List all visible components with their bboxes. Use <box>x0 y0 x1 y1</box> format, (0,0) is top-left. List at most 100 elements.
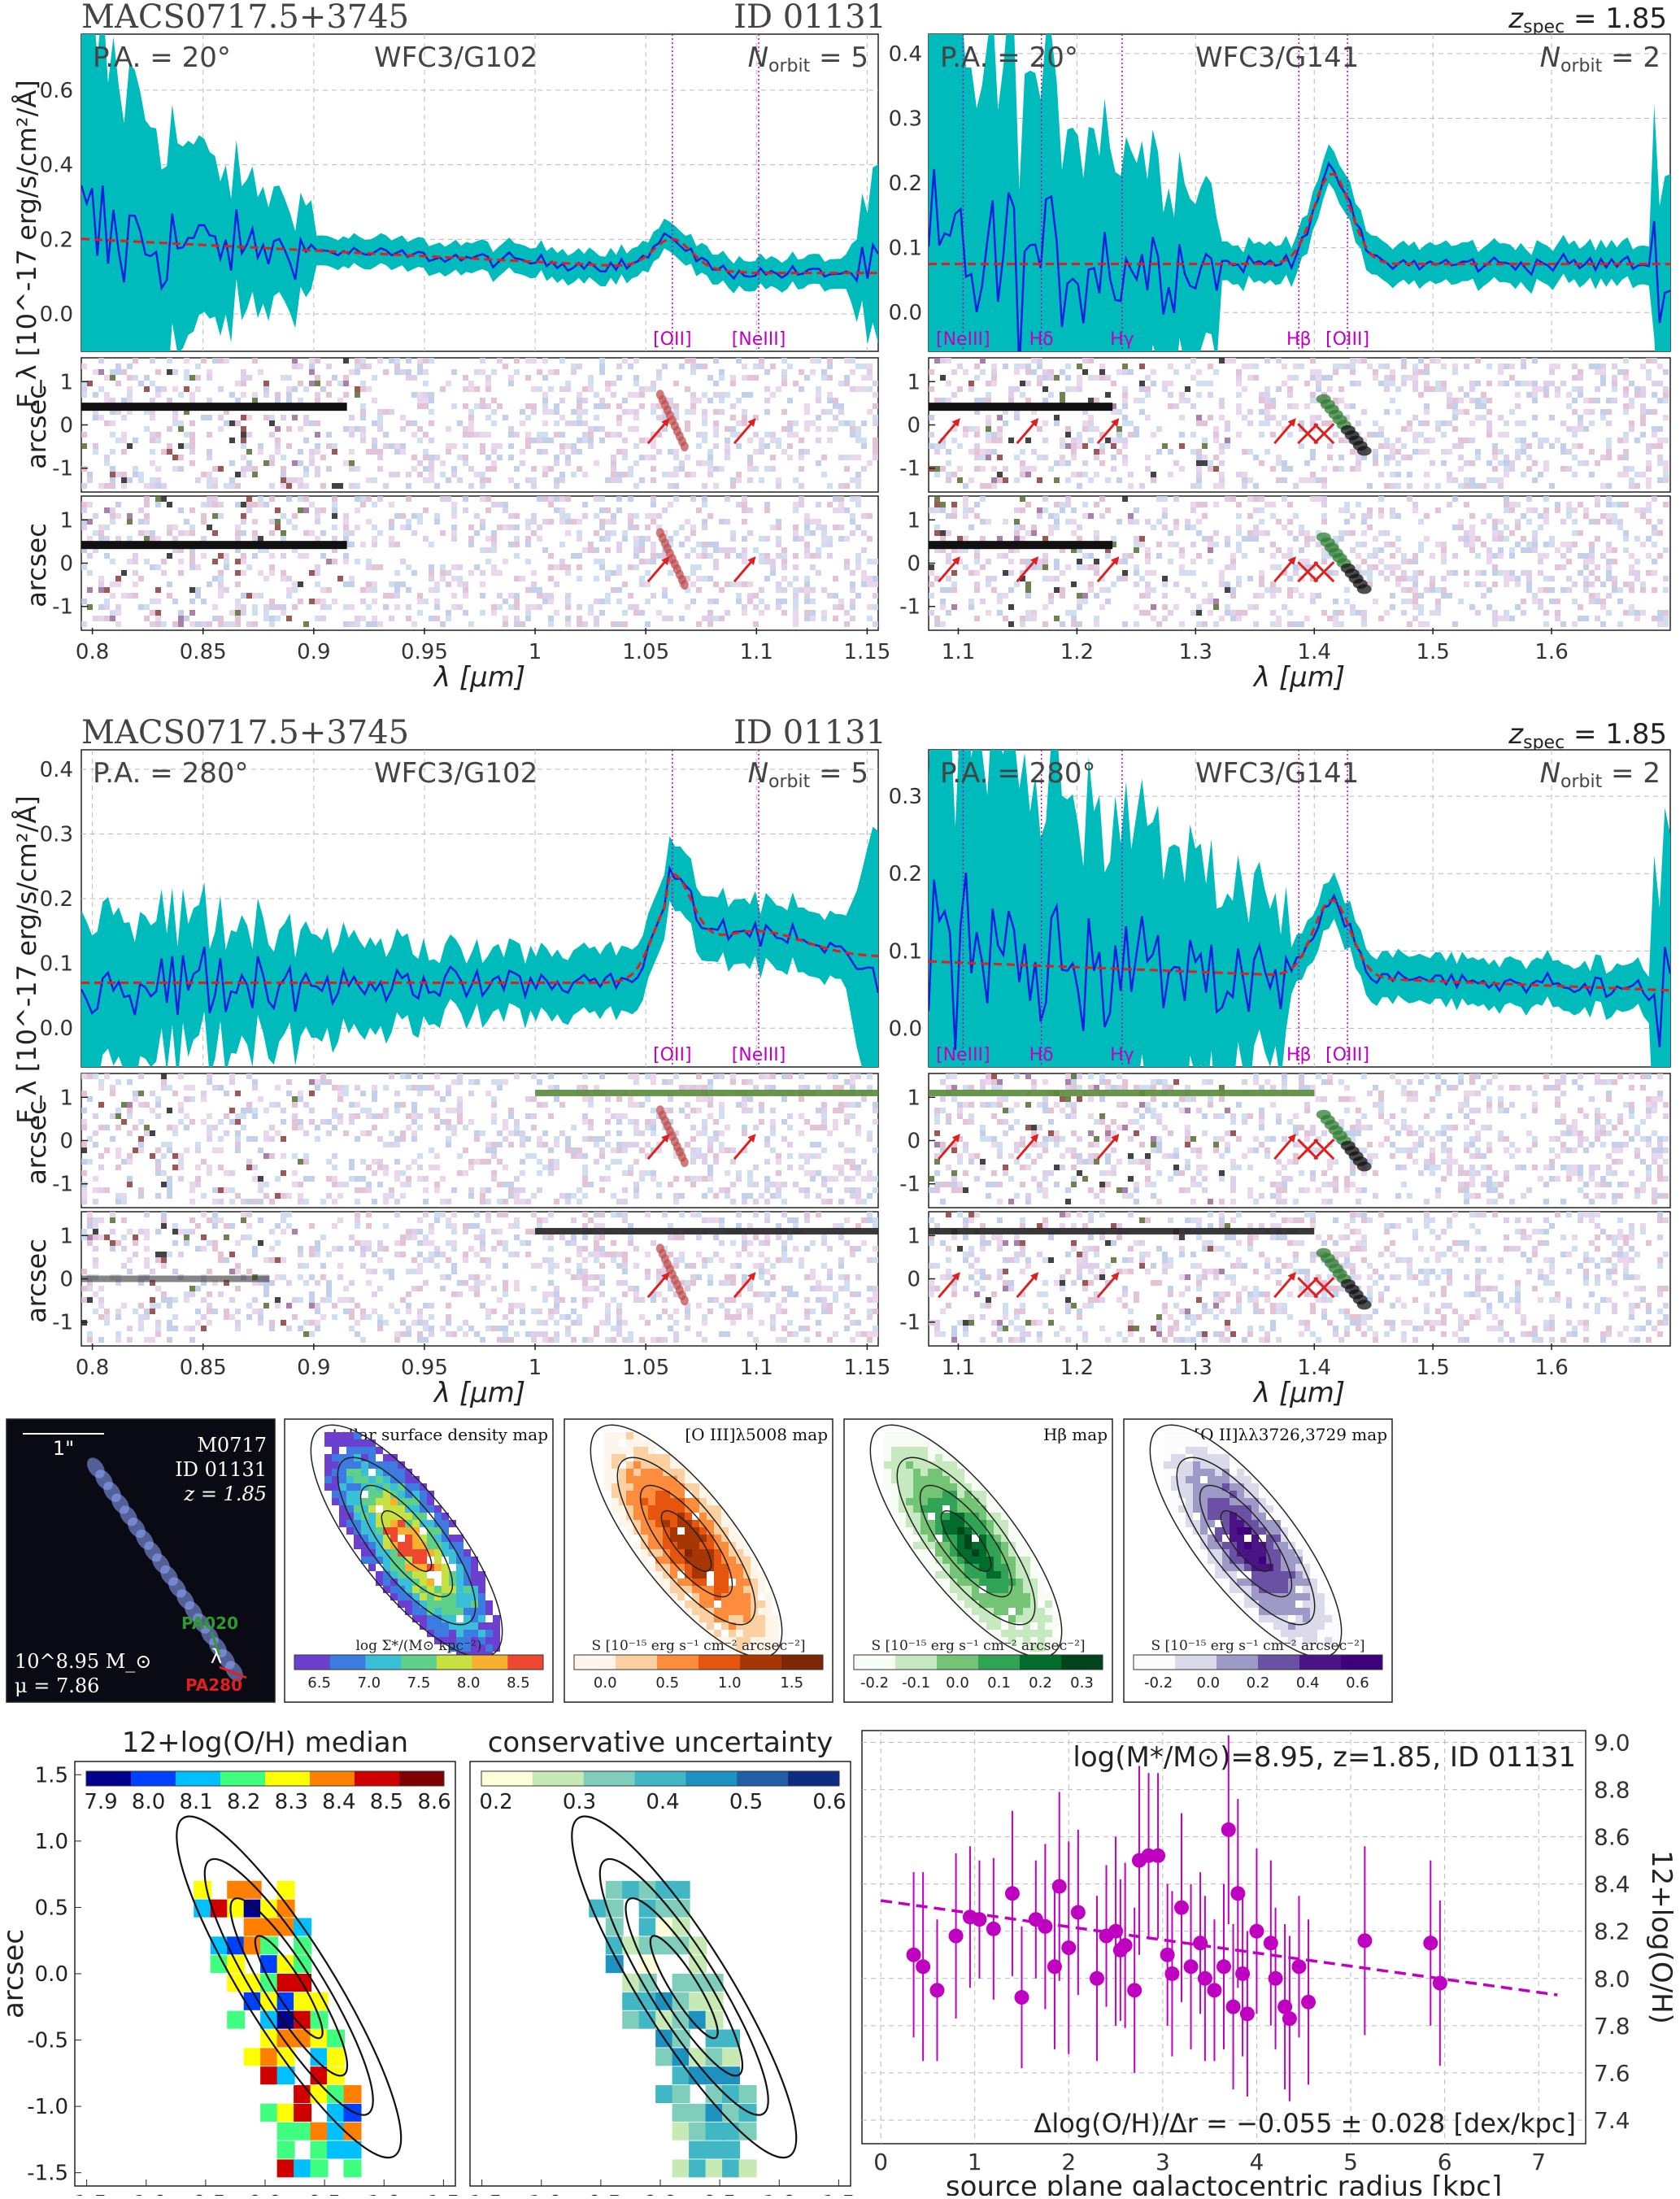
stamp-pixel <box>1452 415 1458 420</box>
stamp-pixel <box>138 1193 144 1199</box>
stamp-pixel <box>355 1085 360 1091</box>
stamp-pixel <box>873 420 878 426</box>
redshift-value: = 1.85 <box>1565 718 1667 751</box>
stamp-pixel <box>1094 593 1099 599</box>
stamp-pixel <box>394 570 400 576</box>
stamp-pixel <box>628 1119 633 1125</box>
stamp-pixel <box>645 570 651 576</box>
stamp-pixel <box>1202 443 1208 449</box>
stamp-pixel <box>1082 564 1088 570</box>
stamp-pixel <box>372 375 377 381</box>
stamp-pixel <box>1532 547 1538 553</box>
stamp-pixel <box>1634 472 1640 477</box>
stamp-pixel <box>747 392 753 398</box>
stamp-pixel <box>1344 403 1350 409</box>
stamp-pixel <box>1048 525 1054 530</box>
stamp-pixel <box>867 1193 873 1199</box>
stamp-pixel <box>1600 621 1606 627</box>
stamp-pixel <box>155 587 161 593</box>
stamp-pixel <box>1595 564 1600 570</box>
stamp-pixel <box>355 1176 360 1182</box>
stamp-pixel <box>1356 466 1361 472</box>
y-tick-label: 0.4 <box>40 758 73 782</box>
stamp-pixel <box>594 392 599 398</box>
stamp-pixel <box>1526 507 1532 513</box>
stamp-pixel <box>315 449 320 455</box>
stamp-pixel <box>1014 364 1020 369</box>
stamp-pixel <box>508 443 514 449</box>
stamp-pixel <box>184 358 189 364</box>
stamp-pixel <box>633 1073 639 1079</box>
stamp-pixel <box>1082 599 1088 604</box>
stamp-pixel <box>1612 581 1617 587</box>
stamp-pixel <box>577 604 582 610</box>
stamp-pixel <box>1179 466 1185 472</box>
stamp-pixel <box>1481 593 1486 599</box>
stamp-pixel <box>184 1096 189 1102</box>
stamp-pixel <box>1646 409 1652 415</box>
stamp-pixel <box>679 460 685 466</box>
stamp-pixel <box>1623 432 1629 438</box>
stamp-pixel <box>468 1187 474 1193</box>
stamp-pixel <box>844 507 850 513</box>
stamp-pixel <box>1378 426 1384 432</box>
stamp-pixel <box>98 1187 104 1193</box>
stamp-pixel <box>736 443 742 449</box>
stamp-pixel <box>1390 449 1395 455</box>
stamp-pixel <box>127 1130 133 1136</box>
stamp-pixel <box>115 604 121 610</box>
stamp-pixel <box>799 1130 804 1136</box>
stamp-pixel <box>229 483 235 489</box>
stamp-pixel <box>1543 496 1549 502</box>
stamp-pixel <box>656 1193 662 1199</box>
stamp-pixel <box>189 460 195 466</box>
stamp-pixel <box>1225 564 1230 570</box>
stamp-pixel <box>127 1153 133 1159</box>
stamp-pixel <box>281 604 286 610</box>
stamp-pixel <box>1202 420 1208 426</box>
stamp-pixel <box>434 1153 440 1159</box>
stamp-pixel <box>525 519 531 525</box>
stamp-pixel <box>155 536 161 542</box>
stamp-pixel <box>1356 564 1361 570</box>
stamp-pixel <box>963 432 968 438</box>
stamp-pixel <box>1048 593 1054 599</box>
stamp-pixel <box>372 1159 377 1165</box>
stamp-pixel <box>1623 530 1629 536</box>
stamp-pixel <box>1048 375 1054 381</box>
stamp-pixel <box>833 1176 838 1182</box>
stamp-pixel <box>1583 581 1589 587</box>
stamp-pixel <box>110 610 115 616</box>
stamp-pixel <box>747 530 753 536</box>
stamp-pixel <box>110 483 115 489</box>
stamp-pixel <box>821 616 827 621</box>
stamp-pixel <box>468 466 474 472</box>
stamp-pixel <box>850 369 855 375</box>
stamp-pixel <box>685 358 690 364</box>
stamp-pixel <box>577 1153 582 1159</box>
stamp-pixel <box>349 415 355 420</box>
stamp-pixel <box>1219 443 1225 449</box>
stamp-pixel <box>816 1108 821 1113</box>
stamp-pixel <box>503 1125 508 1130</box>
stamp-pixel <box>235 1147 241 1153</box>
stamp-pixel <box>269 570 275 576</box>
stamp-pixel <box>1367 432 1373 438</box>
stamp-pixel <box>696 1073 702 1079</box>
stamp-pixel <box>537 1170 542 1176</box>
stamp-pixel <box>394 593 400 599</box>
stamp-pixel <box>725 553 730 559</box>
stamp-pixel <box>1663 438 1669 443</box>
stamp-pixel <box>531 403 537 409</box>
stamp-pixel <box>1435 507 1441 513</box>
stamp-pixel <box>929 386 934 392</box>
stamp-pixel <box>1600 369 1606 375</box>
stamp-pixel <box>571 449 577 455</box>
stamp-pixel <box>1589 409 1595 415</box>
stamp-pixel <box>1378 513 1384 519</box>
stamp-pixel <box>1435 542 1441 547</box>
stamp-pixel <box>1094 455 1099 460</box>
stamp-pixel <box>195 477 201 483</box>
stamp-pixel <box>1538 570 1543 576</box>
stamp-pixel <box>1185 398 1190 403</box>
